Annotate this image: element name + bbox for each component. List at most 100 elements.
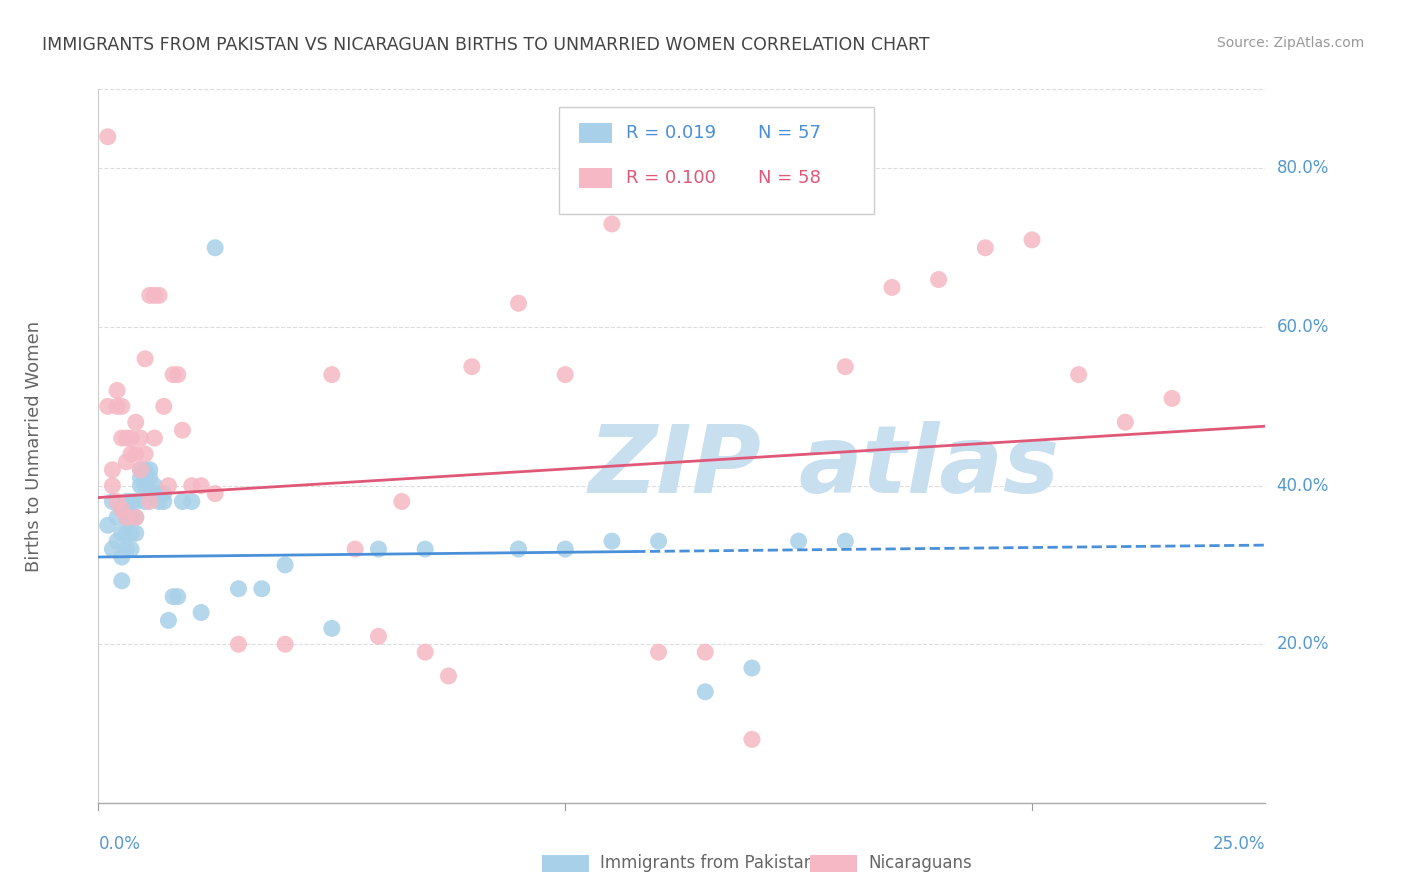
- Point: [125, 494, 148, 508]
- Point: [143, 478, 166, 492]
- Point: [367, 542, 389, 557]
- Point: [120, 431, 142, 445]
- Point: [134, 351, 156, 366]
- Point: [928, 272, 950, 286]
- Point: [143, 431, 166, 445]
- Text: IMMIGRANTS FROM PAKISTAN VS NICARAGUAN BIRTHS TO UNMARRIED WOMEN CORRELATION CHA: IMMIGRANTS FROM PAKISTAN VS NICARAGUAN B…: [42, 36, 929, 54]
- Point: [111, 400, 134, 414]
- Point: [157, 478, 180, 492]
- Point: [97, 400, 120, 414]
- Point: [134, 463, 156, 477]
- FancyBboxPatch shape: [541, 855, 589, 872]
- Text: 80.0%: 80.0%: [1277, 160, 1329, 178]
- Point: [554, 368, 576, 382]
- Point: [101, 463, 124, 477]
- Point: [134, 471, 156, 485]
- Point: [554, 542, 576, 557]
- Point: [139, 471, 162, 485]
- Point: [129, 471, 152, 485]
- Point: [834, 359, 856, 374]
- Point: [228, 637, 250, 651]
- Point: [139, 463, 162, 477]
- Point: [741, 661, 763, 675]
- Point: [1067, 368, 1090, 382]
- Point: [162, 368, 184, 382]
- Point: [139, 288, 162, 302]
- Text: ZIP: ZIP: [589, 421, 762, 514]
- Point: [143, 288, 166, 302]
- Point: [508, 296, 530, 310]
- Point: [120, 494, 142, 508]
- Point: [166, 368, 188, 382]
- Point: [125, 415, 148, 429]
- Point: [228, 582, 250, 596]
- Point: [105, 400, 128, 414]
- Point: [143, 486, 166, 500]
- Point: [115, 510, 138, 524]
- Point: [152, 494, 174, 508]
- Point: [437, 669, 460, 683]
- Point: [152, 400, 174, 414]
- Point: [157, 614, 180, 628]
- Point: [105, 494, 128, 508]
- Point: [162, 590, 184, 604]
- Text: Immigrants from Pakistan: Immigrants from Pakistan: [600, 855, 814, 872]
- Point: [974, 241, 997, 255]
- Text: R = 0.019: R = 0.019: [626, 125, 716, 143]
- Point: [129, 463, 152, 477]
- Point: [204, 241, 226, 255]
- Point: [695, 685, 717, 699]
- Point: [129, 478, 152, 492]
- Point: [134, 478, 156, 492]
- Text: N = 58: N = 58: [758, 169, 821, 187]
- Point: [111, 526, 134, 541]
- Point: [180, 494, 202, 508]
- Point: [344, 542, 367, 557]
- Point: [741, 732, 763, 747]
- Point: [97, 518, 120, 533]
- Point: [134, 494, 156, 508]
- Point: [129, 431, 152, 445]
- Text: 40.0%: 40.0%: [1277, 476, 1329, 495]
- Text: R = 0.100: R = 0.100: [626, 169, 716, 187]
- Point: [134, 447, 156, 461]
- Point: [97, 129, 120, 144]
- Point: [139, 494, 162, 508]
- Point: [1021, 233, 1043, 247]
- Point: [647, 534, 669, 549]
- Point: [250, 582, 273, 596]
- FancyBboxPatch shape: [579, 169, 612, 188]
- Point: [139, 486, 162, 500]
- Text: 25.0%: 25.0%: [1213, 835, 1265, 853]
- Point: [148, 288, 170, 302]
- Point: [367, 629, 389, 643]
- Point: [129, 463, 152, 477]
- Point: [120, 542, 142, 557]
- Point: [111, 431, 134, 445]
- Point: [274, 558, 297, 572]
- Point: [115, 510, 138, 524]
- Point: [413, 645, 436, 659]
- Point: [695, 645, 717, 659]
- Point: [880, 280, 903, 294]
- Point: [105, 384, 128, 398]
- Point: [413, 542, 436, 557]
- Point: [321, 368, 343, 382]
- Point: [204, 486, 226, 500]
- Point: [111, 502, 134, 516]
- Point: [461, 359, 484, 374]
- Point: [1161, 392, 1184, 406]
- Point: [787, 534, 810, 549]
- Point: [120, 526, 142, 541]
- Point: [600, 217, 623, 231]
- Point: [105, 510, 128, 524]
- Text: 20.0%: 20.0%: [1277, 635, 1329, 653]
- Point: [172, 494, 194, 508]
- Point: [172, 423, 194, 437]
- Point: [190, 478, 212, 492]
- Point: [1114, 415, 1136, 429]
- Point: [600, 534, 623, 549]
- Point: [115, 431, 138, 445]
- Point: [166, 590, 188, 604]
- Point: [274, 637, 297, 651]
